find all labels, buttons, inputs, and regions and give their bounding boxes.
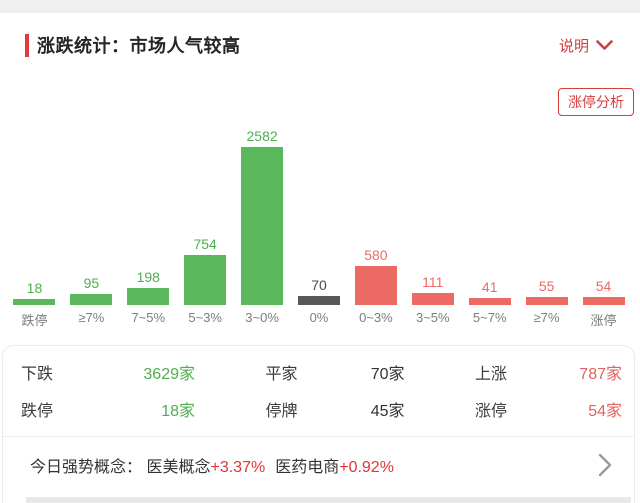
bar [582, 297, 625, 305]
summary-label: 跌停 [21, 402, 54, 420]
bar-value-label: 41 [481, 279, 498, 295]
bar [241, 147, 284, 305]
bar-group-9: 55 [518, 118, 575, 305]
help-toggle[interactable]: 说明 [559, 35, 613, 56]
concepts-prefix: 今日强势概念： [30, 459, 143, 476]
summary-pair: 下跌 3629家 [21, 360, 195, 384]
bar-value-label: 754 [193, 236, 217, 252]
category-label: 涨停 [590, 313, 617, 328]
concept-item: 医美概念+3.37% [146, 459, 265, 476]
bar-group-7: 111 [404, 118, 461, 305]
bar-value-label: 95 [83, 275, 100, 291]
concept-name: 医美概念 [146, 459, 211, 476]
bar-group-1: 95 [63, 118, 120, 305]
summary-pair: 上涨 787家 [475, 360, 622, 384]
strong-concepts-text: 今日强势概念： 医美概念+3.37% 医药电商+0.92% [30, 453, 394, 477]
concept-name: 医药电商 [275, 459, 340, 476]
header: 涨跌统计：市场人气较高 说明 [25, 32, 613, 58]
bar [411, 293, 454, 305]
bar [184, 255, 227, 305]
category-label: 3~5% [415, 310, 450, 325]
title-accent-bar [25, 33, 29, 57]
bar-group-10: 54 [575, 118, 632, 305]
summary-value: 70家 [370, 365, 405, 383]
title-wrap: 涨跌统计：市场人气较高 [25, 32, 241, 58]
bar-group-2: 198 [120, 118, 177, 305]
summary-pair: 平家 70家 [266, 360, 405, 384]
bar [13, 299, 56, 305]
category-label: 0% [309, 310, 329, 325]
bar-value-label: 580 [364, 247, 388, 263]
bar-group-5: 70 [291, 118, 348, 305]
strong-concepts-row[interactable]: 今日强势概念： 医美概念+3.37% 医药电商+0.92% [30, 450, 612, 480]
bar-value-label: 70 [311, 277, 327, 293]
summary-label: 停牌 [265, 402, 298, 420]
card-divider [3, 436, 634, 437]
bar-chart: 18 95 198 754 2582 70 580 111 41 55 54 [6, 118, 632, 305]
summary-pair: 涨停 54家 [475, 397, 622, 421]
concept-item: 医药电商+0.92% [275, 459, 394, 476]
chevron-right-icon[interactable] [598, 453, 612, 477]
bar [297, 296, 340, 305]
summary-value: 3629家 [143, 365, 195, 383]
category-label: 0~3% [359, 310, 393, 325]
bar-value-label: 55 [538, 278, 555, 294]
summary-table: 下跌 3629家 平家 70家 上涨 787家跌停 18家 停牌 45家 涨停 54家 [3, 346, 634, 427]
chevron-down-icon[interactable] [596, 39, 613, 51]
summary-value: 18家 [161, 402, 195, 420]
bar-group-0: 18 [6, 118, 63, 305]
bar-value-label: 2582 [246, 128, 278, 144]
category-label: 7~5% [131, 310, 166, 325]
summary-value: 45家 [370, 402, 405, 420]
page-title: 涨跌统计：市场人气较高 [37, 36, 241, 56]
summary-row-1: 跌停 18家 停牌 45家 涨停 54家 [21, 390, 622, 427]
next-section-edge [26, 497, 631, 503]
bar-group-8: 41 [461, 118, 518, 305]
summary-label: 下跌 [21, 365, 54, 383]
category-label: 5~3% [188, 310, 222, 325]
bar-chart-categories: 跌停 ≥7% 7~5% 5~3% 3~0% 0% 0~3% 3~5% 5~7% ≥7% 涨停 [6, 310, 632, 329]
summary-value: 787家 [579, 365, 622, 383]
bar [127, 288, 170, 305]
category-label: 5~7% [472, 310, 507, 325]
bar-group-4: 2582 [234, 118, 291, 305]
bar [70, 294, 113, 305]
limit-up-analysis-button[interactable]: 涨停分析 [558, 88, 634, 116]
summary-card: 下跌 3629家 平家 70家 上涨 787家跌停 18家 停牌 45家 涨停 54家 [2, 345, 635, 503]
bar [525, 297, 568, 305]
concept-change: +0.92% [339, 459, 394, 476]
bar-value-label: 111 [422, 274, 444, 290]
concept-change: +3.37% [210, 459, 266, 476]
status-bar-strip [0, 0, 640, 13]
summary-pair: 停牌 45家 [266, 397, 405, 421]
summary-row-0: 下跌 3629家 平家 70家 上涨 787家 [21, 353, 622, 390]
bar-group-3: 754 [177, 118, 234, 305]
summary-value: 54家 [588, 402, 622, 420]
summary-label: 涨停 [475, 402, 508, 420]
bar-value-label: 54 [595, 278, 612, 294]
bar [354, 266, 397, 305]
bar [468, 298, 511, 305]
category-label: ≥7% [78, 310, 105, 325]
bar-group-6: 580 [347, 118, 404, 305]
bar-value-label: 18 [26, 280, 43, 296]
summary-label: 平家 [265, 365, 298, 383]
category-label: ≥7% [533, 310, 560, 325]
summary-label: 上涨 [475, 365, 508, 383]
category-label: 跌停 [21, 313, 48, 328]
category-label: 3~0% [245, 310, 279, 325]
bar-value-label: 198 [136, 269, 160, 285]
help-label[interactable]: 说明 [558, 37, 589, 55]
summary-pair: 跌停 18家 [21, 397, 195, 421]
